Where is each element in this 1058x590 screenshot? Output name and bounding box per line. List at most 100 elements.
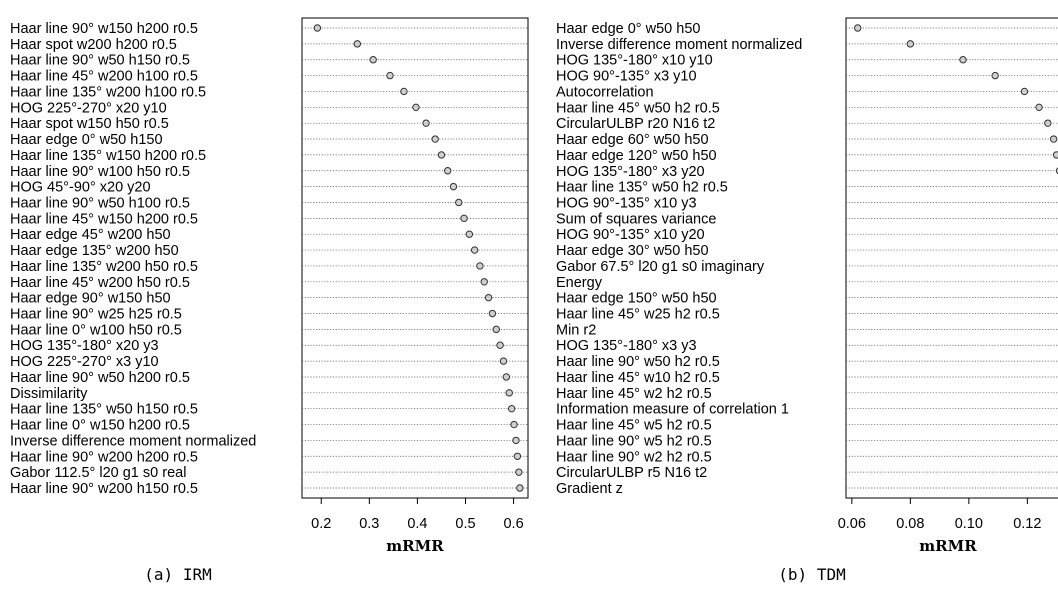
irm-category-label: Haar edge 45° w200 h50 xyxy=(10,227,171,243)
irm-data-point xyxy=(313,24,322,32)
irm-data-point xyxy=(449,182,458,191)
irm-category-label: HOG 225°-270° x3 y10 xyxy=(10,354,159,370)
irm-category-label: Haar line 90° w50 h100 r0.5 xyxy=(10,195,190,211)
irm-data-point xyxy=(369,56,377,64)
tdm-data-point xyxy=(959,56,967,64)
tdm-caption: (b) TDM xyxy=(778,565,845,584)
tdm-category-label: Sum of squares variance xyxy=(556,211,716,227)
irm-category-label: Haar line 135° w50 h150 r0.5 xyxy=(10,402,198,418)
irm-category-label: Haar line 90° w200 h200 r0.5 xyxy=(10,449,198,465)
irm-category-label: HOG 45°-90° x20 y20 xyxy=(10,180,151,196)
irm-data-point xyxy=(512,436,520,445)
tdm-category-label: Information measure of correlation 1 xyxy=(556,402,789,418)
irm-category-label: Haar edge 0° w50 h150 xyxy=(10,132,163,148)
irm-data-point xyxy=(437,151,446,159)
tdm-category-label: Energy xyxy=(556,275,603,291)
irm-tick-label: 0.4 xyxy=(407,516,427,532)
tdm-category-label: Haar line 45° w10 h2 r0.5 xyxy=(556,370,720,386)
tdm-category-label: HOG 90°-135° x10 y3 xyxy=(556,195,697,211)
tdm-category-label: Haar line 45° w5 h2 r0.5 xyxy=(556,418,712,434)
irm-category-label: Haar line 90° w200 h150 r0.5 xyxy=(10,481,198,497)
irm-category-label: Haar edge 90° w150 h50 xyxy=(10,291,171,307)
irm-category-label: Haar spot w200 h200 r0.5 xyxy=(10,37,177,53)
tdm-tick-label: 0.12 xyxy=(1013,516,1041,532)
irm-data-point xyxy=(510,420,518,429)
irm-caption: (a) IRM xyxy=(144,565,211,584)
irm-category-label: Haar line 0° w150 h200 r0.5 xyxy=(10,418,190,434)
tdm-category-label: Autocorrelation xyxy=(556,84,654,100)
tdm-category-label: HOG 135°-180° x10 y10 xyxy=(556,53,713,69)
irm-tick-label: 0.5 xyxy=(455,516,475,532)
irm-data-point xyxy=(488,309,497,318)
irm-plot-frame xyxy=(301,17,529,499)
irm-data-point xyxy=(499,357,508,365)
irm-category-label: Haar line 135° w150 h200 r0.5 xyxy=(10,148,206,164)
tdm-category-label: HOG 90°-135° x3 y10 xyxy=(556,69,697,85)
irm-category-label: Inverse difference moment normalized xyxy=(10,433,256,449)
tdm-data-point xyxy=(854,24,862,32)
irm-category-label: Gabor 112.5° l20 g1 s0 real xyxy=(10,465,186,481)
tdm-plot-frame xyxy=(845,17,1058,499)
irm-data-point xyxy=(431,135,439,143)
irm-tick-label: 0.2 xyxy=(311,516,331,532)
tdm-data-point xyxy=(1052,151,1058,159)
irm-data-point xyxy=(502,373,511,381)
tdm-category-label: Haar edge 30° w50 h50 xyxy=(556,243,709,259)
irm-category-label: Haar line 90° w25 h25 r0.5 xyxy=(10,307,182,323)
irm-category-label: Haar line 135° w200 h50 r0.5 xyxy=(10,259,198,275)
irm-data-point xyxy=(515,468,523,476)
irm-category-label: Haar edge 135° w200 h50 xyxy=(10,243,179,259)
irm-data-point xyxy=(484,293,493,302)
irm-data-point xyxy=(422,119,430,127)
tdm-category-label: HOG 135°-180° x3 y20 xyxy=(556,164,705,180)
irm-data-point xyxy=(460,214,468,223)
tdm-category-label: Haar line 45° w2 h2 r0.5 xyxy=(556,386,712,402)
irm-data-point xyxy=(443,167,452,175)
tdm-category-label: HOG 90°-135° x10 y20 xyxy=(556,227,705,243)
tdm-data-point xyxy=(1044,119,1052,127)
irm-data-point xyxy=(480,278,488,286)
irm-data-point xyxy=(470,246,479,254)
irm-category-label: Haar line 0° w100 h50 r0.5 xyxy=(10,322,182,338)
tdm-category-label: CircularULBP r5 N16 t2 xyxy=(556,465,707,481)
irm-data-point xyxy=(496,341,504,349)
irm-data-point xyxy=(353,40,361,48)
irm-category-label: Haar line 90° w50 h150 r0.5 xyxy=(10,53,190,69)
tdm-data-point xyxy=(1049,135,1058,143)
irm-x-axis-label: mRMR xyxy=(386,537,444,555)
tdm-category-label: CircularULBP r20 N16 t2 xyxy=(556,116,715,132)
tdm-data-point xyxy=(1035,103,1043,112)
irm-tick-label: 0.6 xyxy=(503,516,523,532)
tdm-category-label: Haar edge 150° w50 h50 xyxy=(556,291,717,307)
irm-category-label: Haar line 90° w50 h200 r0.5 xyxy=(10,370,190,386)
tdm-category-label: Haar edge 120° w50 h50 xyxy=(556,148,717,164)
tdm-category-label: Gradient z xyxy=(556,481,623,497)
tdm-category-label: Min r2 xyxy=(556,322,596,338)
irm-category-label: Dissimilarity xyxy=(10,386,88,402)
irm-category-label: HOG 135°-180° x20 y3 xyxy=(10,338,159,354)
irm-category-label: Haar line 90° w150 h200 r0.5 xyxy=(10,21,198,37)
tdm-tick-label: 0.06 xyxy=(838,516,866,532)
irm-data-point xyxy=(386,71,394,80)
tdm-category-label: Inverse difference moment normalized xyxy=(556,37,802,53)
irm-category-label: Haar line 45° w200 h50 r0.5 xyxy=(10,275,190,291)
tdm-tick-label: 0.08 xyxy=(896,516,924,532)
tdm-category-label: Haar line 90° w2 h2 r0.5 xyxy=(556,449,712,465)
irm-data-point xyxy=(455,198,463,207)
tdm-category-label: Haar edge 60° w50 h50 xyxy=(556,132,709,148)
irm-category-label: Haar spot w150 h50 r0.5 xyxy=(10,116,169,132)
irm-data-point xyxy=(476,262,484,270)
tdm-category-label: Haar line 45° w25 h2 r0.5 xyxy=(556,307,720,323)
tdm-category-label: HOG 135°-180° x3 y3 xyxy=(556,338,697,354)
tdm-x-axis-label: mRMR xyxy=(919,537,977,555)
tdm-category-label: Haar line 90° w5 h2 r0.5 xyxy=(556,433,712,449)
tdm-category-label: Haar edge 0° w50 h50 xyxy=(556,21,700,37)
tdm-category-label: Haar line 90° w50 h2 r0.5 xyxy=(556,354,720,370)
irm-category-label: Haar line 45° w200 h100 r0.5 xyxy=(10,69,198,85)
irm-data-point xyxy=(412,103,420,112)
tdm-data-point xyxy=(1020,87,1029,96)
irm-data-point xyxy=(400,87,408,96)
